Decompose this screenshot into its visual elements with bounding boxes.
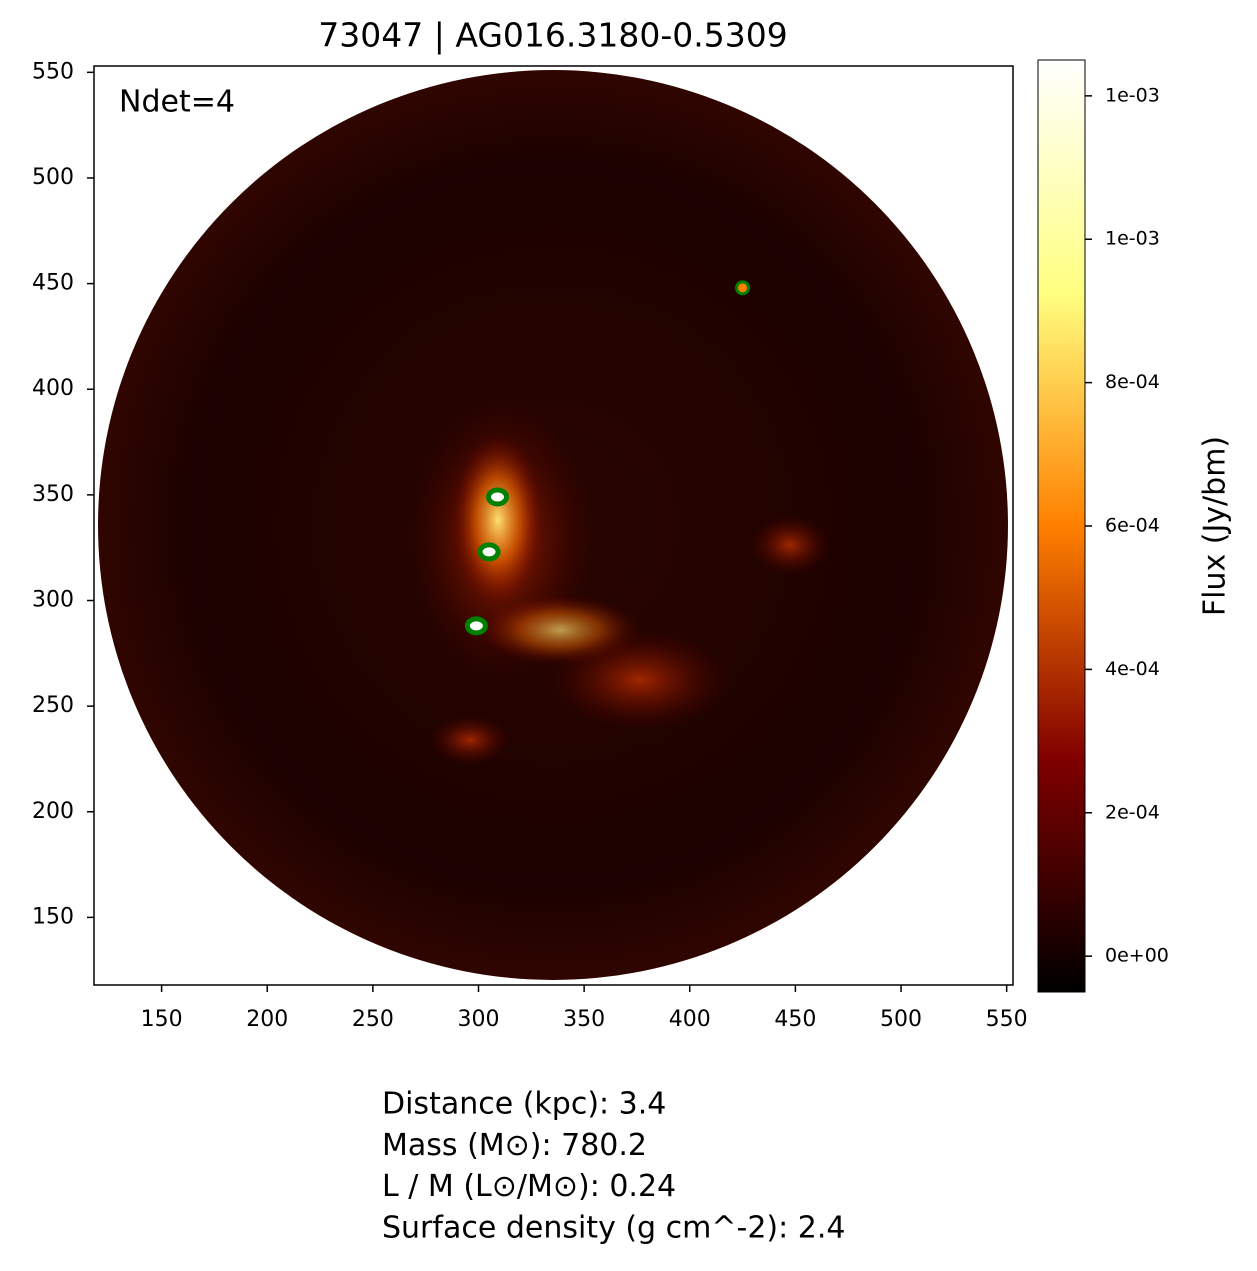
colorbar-tick-label: 1e-03 — [1105, 84, 1160, 106]
x-tick-label: 500 — [880, 1007, 922, 1032]
plot-frame — [93, 65, 1014, 986]
y-tick-label: 350 — [32, 482, 74, 507]
x-tick-label: 350 — [563, 1007, 605, 1032]
info-block: Distance (kpc): 3.4 Mass (M⊙): 780.2 L / M… — [382, 1087, 845, 1246]
x-tick-label: 300 — [458, 1007, 500, 1032]
x-tick-label: 200 — [246, 1007, 288, 1032]
detection — [477, 542, 501, 562]
colorbar-tick-label: 0e+00 — [1105, 945, 1169, 967]
map-emission — [453, 435, 543, 605]
colorbar-tick-label: 2e-04 — [1105, 801, 1160, 823]
y-tick-label: 250 — [32, 693, 74, 718]
colorbar-tick-label: 8e-04 — [1105, 371, 1160, 393]
colorbar-tick-label: 1e-03 — [1105, 228, 1160, 250]
y-tick-label: 200 — [32, 799, 74, 824]
info-line: L / M (L⊙/M⊙): 0.24 — [382, 1169, 676, 1204]
x-tick-label: 550 — [986, 1007, 1028, 1032]
y-tick-label: 550 — [32, 59, 74, 84]
colorbar — [1037, 59, 1086, 993]
y-tick-label: 500 — [32, 165, 74, 190]
y-tick-label: 300 — [32, 587, 74, 612]
info-line: Distance (kpc): 3.4 — [382, 1087, 666, 1122]
y-tick-label: 450 — [32, 271, 74, 296]
colorbar-label: Flux (Jy/bm) — [1198, 436, 1233, 616]
x-tick-label: 150 — [141, 1007, 183, 1032]
map-emission — [550, 630, 730, 730]
colorbar-tick-label: 6e-04 — [1105, 515, 1160, 537]
info-line: Surface density (g cm^-2): 2.4 — [382, 1210, 845, 1245]
y-tick-label: 400 — [32, 376, 74, 401]
map-emission — [430, 715, 510, 765]
annotation: Ndet=4 — [119, 85, 235, 120]
y-tick-label: 150 — [32, 904, 74, 929]
detection — [464, 616, 488, 636]
colorbar-tick-label: 4e-04 — [1105, 658, 1160, 680]
map-image — [98, 70, 1008, 980]
map-emission — [750, 515, 830, 575]
x-tick-label: 450 — [774, 1007, 816, 1032]
chart-title: 73047 | AG016.3180-0.5309 — [318, 16, 787, 55]
info-line: Mass (M⊙): 780.2 — [382, 1128, 647, 1163]
x-tick-label: 250 — [352, 1007, 394, 1032]
detection — [735, 280, 751, 296]
x-tick-label: 400 — [669, 1007, 711, 1032]
detection — [486, 487, 510, 507]
